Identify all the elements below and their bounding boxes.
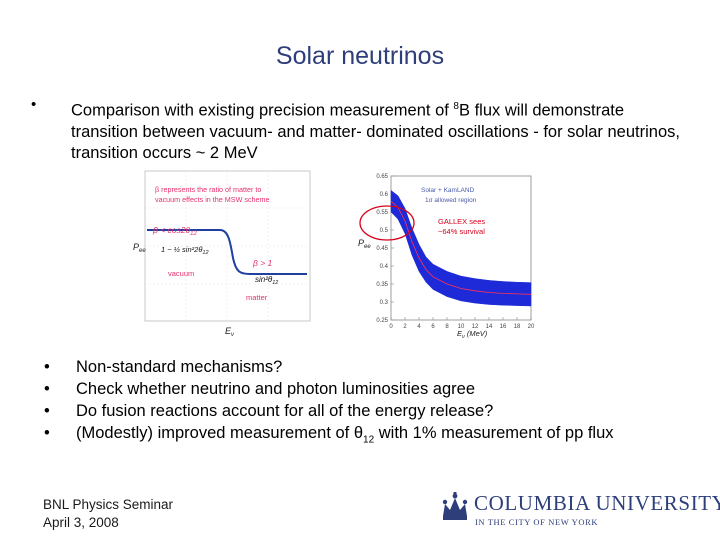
- right-ylabel: Pee: [358, 238, 371, 250]
- footer-line1: BNL Physics Seminar: [43, 497, 174, 512]
- gallex-ellipse: [359, 205, 415, 241]
- y-tick-label: 0.55: [376, 210, 388, 216]
- main-text-sup: 8: [453, 101, 459, 112]
- bullet-marker: •: [44, 424, 50, 442]
- gallex-annotation-line1: GALLEX sees: [438, 217, 485, 226]
- x-tick-label: 16: [500, 324, 507, 330]
- bullet-marker: •: [31, 96, 37, 113]
- gallex-annotation-line2: ~64% survival: [438, 227, 485, 236]
- x-tick-label: 2: [403, 324, 407, 330]
- left-ylabel: Pee: [133, 242, 146, 254]
- label-vacuum: vacuum: [168, 269, 194, 278]
- y-tick-label: 0.65: [376, 174, 388, 180]
- x-tick-label: 10: [458, 324, 465, 330]
- x-tick-label: 12: [472, 324, 479, 330]
- left-grid: [145, 171, 310, 321]
- footer: BNL Physics Seminar April 3, 2008: [43, 496, 173, 532]
- crown-icon: [442, 492, 468, 520]
- band-midline: [390, 200, 532, 295]
- left-panel: β represents the ratio of matter to vacu…: [133, 170, 311, 338]
- neutrino-figure: β represents the ratio of matter to vacu…: [133, 170, 535, 340]
- eq-right-val: sin²θ12: [255, 275, 278, 286]
- columbia-logo: COLUMBIA UNIVERSITY IN THE CITY OF NEW Y…: [438, 488, 720, 532]
- main-text-part2: B flux will demonstrate transition betwe…: [71, 101, 680, 162]
- logo-main-text: COLUMBIA UNIVERSITY: [474, 491, 720, 515]
- x-tick-label: 18: [514, 324, 521, 330]
- slide-title: Solar neutrinos: [275, 42, 445, 70]
- left-xlabel: Eν: [225, 326, 234, 338]
- bullet-text-sub: 12: [363, 434, 375, 446]
- bullet-text: Check whether neutrino and photon lumino…: [76, 380, 475, 398]
- label-matter: matter: [246, 293, 268, 302]
- allowed-region-band: [390, 189, 532, 307]
- main-text-part1: Comparison with existing precision measu…: [71, 101, 454, 120]
- right-xlabel: Eν (MeV): [457, 329, 488, 340]
- right-xticks: 0 2 4 6 8 10 12 14 16 18 20: [389, 317, 535, 330]
- y-tick-label: 0.35: [376, 282, 388, 288]
- right-legend-line2: 1σ allowed region: [425, 197, 477, 204]
- x-tick-label: 4: [417, 324, 421, 330]
- y-tick-label: 0.4: [380, 264, 389, 270]
- x-tick-label: 20: [528, 324, 535, 330]
- bullet-marker: •: [44, 380, 50, 398]
- y-tick-label: 0.5: [380, 228, 389, 234]
- bullet-marker: •: [44, 402, 50, 420]
- eq-left-frac: 1 − ½ sin²2θ12: [161, 245, 209, 256]
- x-tick-label: 6: [431, 324, 435, 330]
- bullet-text-part1: (Modestly) improved measurement of θ: [76, 424, 364, 442]
- y-tick-label: 0.45: [376, 246, 388, 252]
- bullet-text: Do fusion reactions account for all of t…: [76, 402, 494, 420]
- bullet-text: (Modestly) improved measurement of θ12 w…: [76, 424, 614, 445]
- right-legend-line1: Solar + KamLAND: [421, 187, 475, 194]
- x-tick-label: 14: [486, 324, 493, 330]
- left-note-line2: vacuum effects in the MSW scheme: [155, 195, 270, 204]
- x-tick-label: 0: [389, 324, 393, 330]
- y-tick-label: 0.3: [380, 300, 389, 306]
- left-note-line1: β represents the ratio of matter to: [155, 185, 261, 194]
- logo-sub-text: IN THE CITY OF NEW YORK: [475, 517, 599, 527]
- x-tick-label: 8: [445, 324, 449, 330]
- main-bullet-text: Comparison with existing precision measu…: [71, 96, 691, 164]
- right-panel: 0.65 0.6 0.55 0.5 0.45 0.4 0.35 0.3 0.25 0 2 4 6 8 10…: [358, 174, 535, 340]
- y-tick-label: 0.25: [376, 318, 388, 324]
- y-tick-label: 0.6: [380, 192, 389, 198]
- footer-line2: April 3, 2008: [43, 515, 119, 530]
- bullet-text: Non-standard mechanisms?: [76, 358, 283, 376]
- bullet-text-part2: with 1% measurement of pp flux: [374, 424, 614, 442]
- pee-transition-curve: [147, 229, 307, 275]
- bullet-marker: •: [44, 358, 50, 376]
- eq-left-beta: β < cos2θ12: [152, 225, 197, 237]
- eq-right-beta: β > 1: [252, 258, 273, 268]
